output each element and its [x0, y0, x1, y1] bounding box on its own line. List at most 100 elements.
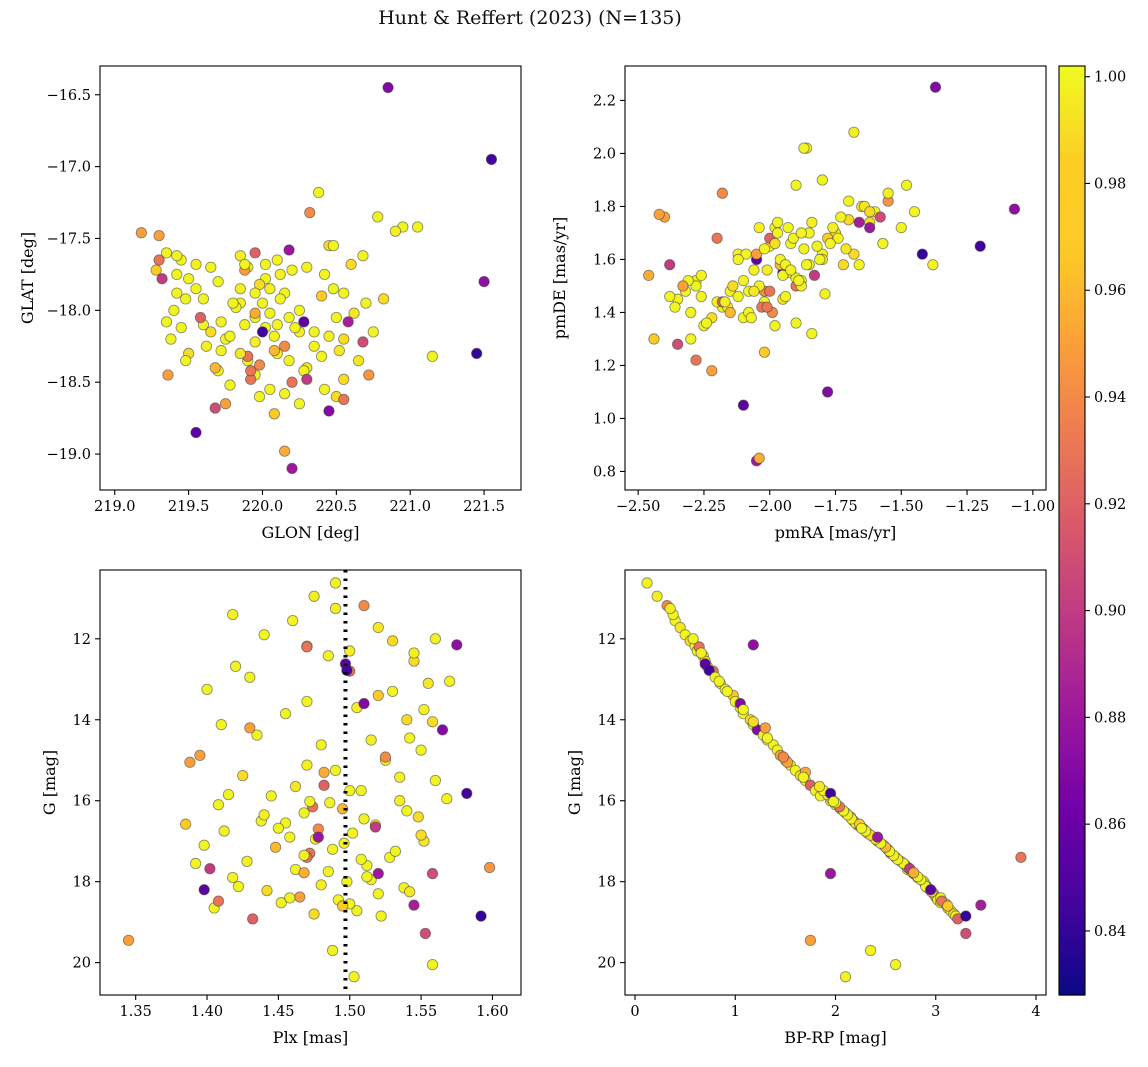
x-tick-label: −2.25	[682, 499, 726, 515]
colorbar-gradient-slice	[1059, 263, 1085, 270]
scatter-point	[194, 311, 207, 324]
colorbar-gradient-slice	[1059, 716, 1085, 723]
colorbar-gradient-slice	[1059, 379, 1085, 386]
y-tick-label: −17.0	[47, 160, 91, 176]
colorbar-gradient-slice	[1059, 431, 1085, 439]
scatter-point	[323, 330, 335, 342]
y-tick-label: 2.0	[593, 146, 616, 162]
colorbar-gradient-slice	[1059, 437, 1085, 445]
colorbar-gradient-slice	[1059, 489, 1085, 497]
scatter-point	[426, 867, 439, 880]
scatter-point	[419, 927, 432, 940]
scatter-point	[900, 179, 913, 191]
colorbar-gradient-slice	[1059, 855, 1085, 863]
x-axis-label: BP-RP [mag]	[784, 1028, 886, 1047]
x-axis-label: pmRA [mas/yr]	[775, 523, 897, 542]
scatter-point	[301, 641, 313, 653]
points-layer	[643, 81, 1021, 467]
scatter-point	[685, 306, 697, 319]
scatter-point	[358, 599, 370, 612]
scatter-point	[769, 237, 781, 250]
scatter-point	[153, 254, 165, 266]
colorbar-gradient-slice	[1059, 739, 1085, 746]
colorbar-gradient-slice	[1059, 356, 1085, 363]
y-axis-label: pmDE [mas/yr]	[550, 217, 569, 340]
scatter-point	[256, 297, 269, 309]
x-tick-label: 1.55	[405, 1004, 437, 1020]
x-tick-label: 219.0	[94, 499, 136, 515]
scatter-point	[355, 853, 367, 866]
scatter-point	[209, 402, 221, 414]
colorbar-gradient-slice	[1059, 681, 1085, 688]
scatter-point	[268, 408, 280, 420]
y-tick-label: 12	[73, 632, 91, 648]
scatter-point	[415, 829, 427, 841]
scatter-point	[357, 250, 369, 262]
x-tick-label: −2.00	[748, 499, 792, 515]
scatter-point	[215, 344, 227, 357]
scatter-point	[284, 831, 296, 843]
scatter-point	[289, 780, 302, 793]
colorbar-gradient-slice	[1059, 745, 1085, 752]
scatter-point	[179, 818, 192, 830]
colorbar-gradient-slice	[1059, 553, 1085, 561]
colorbar-gradient-slice	[1059, 187, 1085, 195]
colorbar-tick-label: 1.00	[1094, 70, 1126, 86]
y-tick-label: 2.2	[593, 93, 616, 109]
scatter-point	[224, 330, 236, 342]
scatter-point	[293, 304, 306, 316]
scatter-point	[308, 908, 320, 920]
scatter-point	[827, 795, 840, 808]
colorbar-gradient-slice	[1059, 611, 1085, 619]
colorbar-gradient-slice	[1059, 733, 1085, 741]
x-tick-label: 220.5	[316, 499, 358, 515]
scatter-point	[150, 264, 162, 276]
scatter-point	[184, 756, 196, 768]
scatter-point	[690, 354, 702, 366]
colorbar-gradient-slice	[1059, 873, 1085, 880]
colorbar-gradient-slice	[1059, 780, 1085, 787]
colorbar-gradient-slice	[1059, 954, 1085, 961]
scatter-point	[315, 350, 328, 362]
scatter-point	[753, 221, 765, 234]
scatter-point	[426, 958, 439, 971]
y-tick-label: 1.0	[593, 411, 616, 427]
scatter-point	[748, 264, 760, 276]
scatter-point	[974, 240, 986, 252]
scatter-point	[835, 211, 847, 223]
y-tick-label: 1.4	[593, 305, 616, 321]
scatter-point	[759, 722, 771, 734]
colorbar-gradient-slice	[1059, 693, 1085, 700]
colorbar-gradient-slice	[1059, 83, 1085, 90]
panel-glon-glat: 219.0 219.5 220.0 220.5 221.0 221.5 −16.5 −17.0…	[18, 65, 522, 542]
scatter-point	[361, 871, 373, 883]
scatter-point	[700, 317, 713, 329]
colorbar-gradient-slice	[1059, 507, 1085, 514]
scatter-point	[369, 821, 382, 833]
colorbar-gradient-slice	[1059, 350, 1085, 357]
scatter-point	[864, 944, 877, 957]
colorbar-gradient-slice	[1059, 768, 1085, 775]
colorbar-tick-label: 0.84	[1094, 924, 1126, 940]
scatter-point	[808, 269, 821, 281]
scatter-point	[819, 288, 831, 300]
scatter-point	[308, 340, 320, 352]
scatter-point	[358, 697, 370, 710]
axes-background	[100, 66, 521, 490]
x-tick-label: 1.40	[191, 1004, 223, 1020]
scatter-point	[716, 187, 729, 199]
colorbar-gradient-slice	[1059, 153, 1085, 160]
scatter-point	[315, 879, 327, 891]
x-tick-label: 4	[1031, 1004, 1040, 1020]
y-tick-label: 18	[598, 875, 616, 891]
y-tick-label: 1.2	[593, 358, 616, 374]
x-axis-label: Plx [mas]	[273, 1028, 348, 1047]
colorbar-gradient-slice	[1059, 449, 1085, 456]
scatter-point	[779, 290, 792, 303]
scatter-point	[478, 275, 490, 288]
scatter-point	[342, 316, 354, 328]
scatter-point	[271, 319, 283, 331]
scatter-point	[790, 179, 802, 191]
colorbar-gradient-slice	[1059, 931, 1085, 938]
scatter-point	[418, 703, 430, 716]
